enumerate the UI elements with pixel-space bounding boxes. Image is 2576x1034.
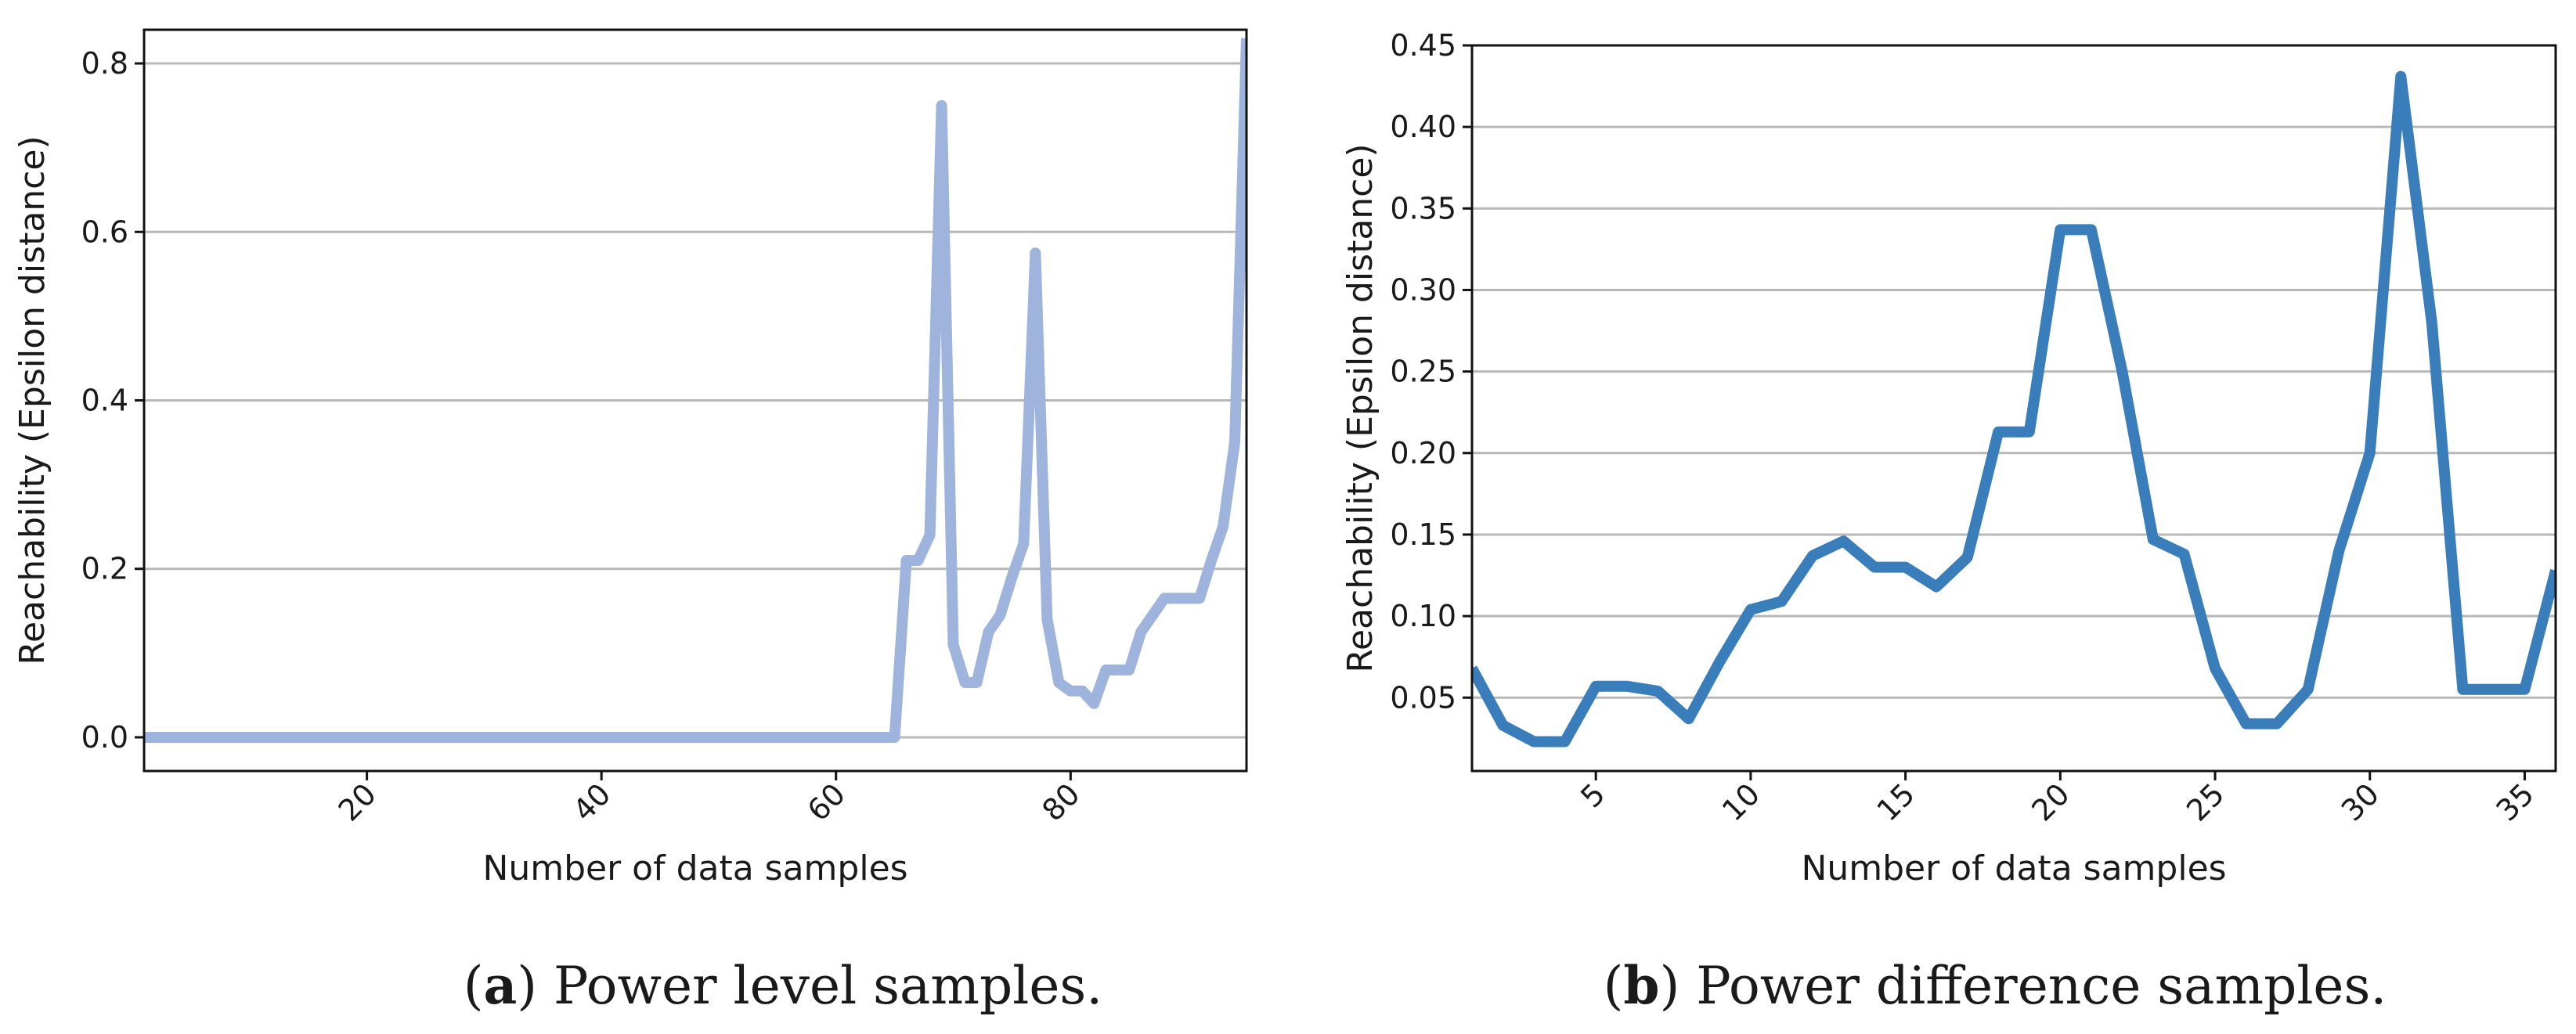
panel-a-y-axis-label: Reachability (Epsilon distance) [13,135,52,665]
panel-a-gridlines [144,62,1247,739]
panel-b-x-tick-label: 20 [2025,776,2076,827]
caption-b: (b) Power difference samples. [1604,955,2387,1016]
panel-b-y-tick-label: 0.10 [1390,599,1456,633]
panel-b-x-tick-label: 15 [1871,776,1921,827]
panel-a-y-tick-label: 0.6 [81,214,128,249]
panel-a-y-tick-label: 0.8 [81,46,128,81]
panel-b-y-axis-label: Reachability (Epsilon distance) [1340,143,1380,672]
panel-b-x-tick-label: 35 [2490,776,2541,827]
caption-a-text: Power level samples. [537,956,1102,1016]
panel-b-x-tick-label: 10 [1716,776,1766,827]
panel-b-x-tick-label: 5 [1574,776,1611,814]
panel-b-y-tick-label: 0.20 [1390,436,1456,470]
panel-a-x-tick-label: 20 [332,776,383,827]
panel-b-y-tick-label: 0.45 [1390,28,1456,63]
panel-b-chart: 0.05 0.10 0.15 0.20 0.25 0.30 0.35 0.40 0.45 5 10 1… [1340,28,2557,888]
panel-b-axes-frame [1470,44,2557,773]
panel-a-x-axis-label: Number of data samples [482,848,907,888]
caption-b-letter: b [1623,955,1659,1016]
panel-b-y-tick-label: 0.05 [1390,680,1456,715]
panel-a-series-line [144,38,1247,743]
panel-a-y-tick-label: 0.0 [81,720,128,755]
caption-a-letter: a [484,955,518,1016]
panel-a-axes-frame [143,28,1248,773]
panel-b-y-tick-label: 0.30 [1390,272,1456,307]
caption-b-text: Power difference samples. [1679,956,2387,1016]
panel-b-y-tick-label: 0.35 [1390,191,1456,225]
panel-b-y-tick-label: 0.25 [1390,355,1456,389]
panel-a-chart: 0.0 0.2 0.4 0.6 0.8 20 40 60 80 Number of data s… [13,28,1248,888]
panel-b-y-tick-label: 0.40 [1390,110,1456,144]
panel-a-y-tick-label: 0.4 [81,384,128,418]
panel-b-x-axis-label: Number of data samples [1801,848,2226,888]
panel-b-series-line [1472,70,2556,748]
caption-a: (a) Power level samples. [464,955,1102,1016]
panel-b-y-tick-label: 0.15 [1390,517,1456,552]
panel-b-x-tick-label: 30 [2335,776,2386,827]
panel-a-x-tick-label: 60 [801,776,852,827]
panel-b-x-tick-label: 25 [2180,776,2231,827]
panel-a-y-tick-label: 0.2 [81,552,128,586]
panel-a-x-tick-label: 80 [1035,776,1086,827]
panel-a-x-tick-label: 40 [566,776,617,827]
